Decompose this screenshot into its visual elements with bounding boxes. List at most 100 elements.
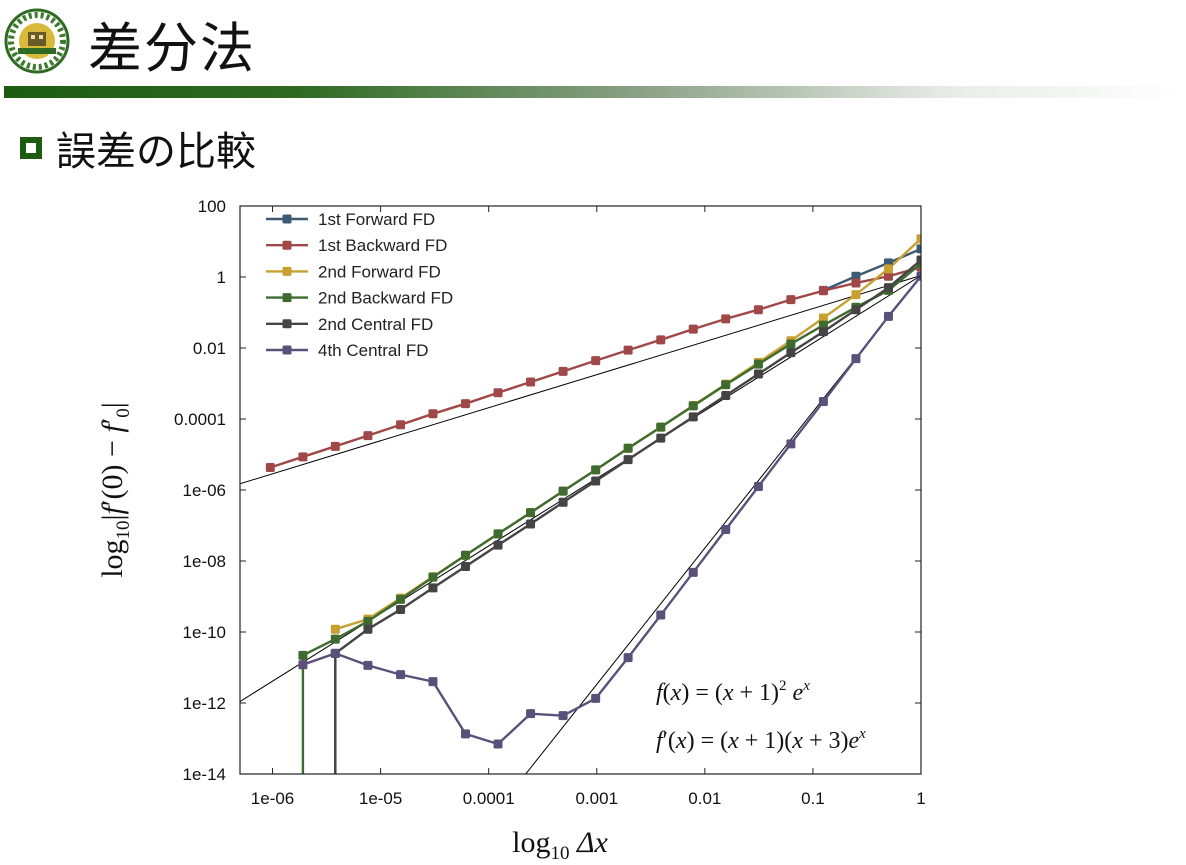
data-point-2nd-central-fd bbox=[786, 348, 796, 358]
reference-line-order-2 bbox=[240, 275, 921, 702]
data-point-1st-backward-fd bbox=[851, 278, 861, 288]
formula-fprime: f′(x) = (x + 1)(x + 3)ex bbox=[656, 726, 866, 754]
data-point-2nd-central-fd bbox=[363, 624, 373, 634]
data-point-2nd-central-fd bbox=[883, 283, 893, 293]
data-point-1st-backward-fd bbox=[526, 377, 536, 387]
data-point-4th-central-fd bbox=[883, 311, 893, 321]
data-point-2nd-forward-fd bbox=[916, 234, 921, 244]
data-point-4th-central-fd bbox=[526, 709, 536, 719]
legend-marker-2nd-backward-fd bbox=[282, 293, 292, 303]
y-tick-label: 1 bbox=[217, 268, 226, 287]
y-tick-label: 0.01 bbox=[193, 339, 226, 358]
data-point-4th-central-fd bbox=[396, 670, 406, 680]
reference-line-order-1 bbox=[240, 275, 921, 485]
data-point-1st-backward-fd bbox=[265, 463, 275, 473]
data-point-1st-backward-fd bbox=[786, 295, 796, 305]
data-point-2nd-backward-fd bbox=[656, 422, 666, 432]
data-point-4th-central-fd bbox=[851, 354, 861, 364]
data-point-4th-central-fd bbox=[298, 660, 308, 670]
data-point-1st-backward-fd bbox=[883, 271, 893, 281]
data-point-2nd-central-fd bbox=[493, 540, 503, 550]
y-tick-label: 100 bbox=[198, 197, 226, 216]
y-tick-label: 1e-06 bbox=[183, 481, 226, 500]
data-point-2nd-backward-fd bbox=[298, 650, 308, 660]
data-point-4th-central-fd bbox=[558, 711, 568, 721]
bullet-square-icon bbox=[20, 137, 42, 159]
data-point-1st-backward-fd bbox=[298, 452, 308, 462]
slide-title: 差分法 bbox=[88, 17, 256, 80]
data-point-4th-central-fd bbox=[753, 482, 763, 492]
data-point-2nd-central-fd bbox=[688, 412, 698, 422]
data-point-1st-backward-fd bbox=[818, 286, 828, 296]
data-point-4th-central-fd bbox=[656, 610, 666, 620]
data-point-4th-central-fd bbox=[721, 525, 731, 535]
data-point-2nd-central-fd bbox=[558, 497, 568, 507]
data-point-1st-backward-fd bbox=[493, 388, 503, 398]
data-point-1st-backward-fd bbox=[753, 305, 763, 315]
data-point-4th-central-fd bbox=[916, 271, 921, 281]
data-point-2nd-central-fd bbox=[753, 369, 763, 379]
x-tick-label: 0.1 bbox=[801, 789, 825, 808]
data-point-2nd-central-fd bbox=[591, 476, 601, 486]
data-point-1st-backward-fd bbox=[688, 324, 698, 334]
data-point-1st-backward-fd bbox=[721, 314, 731, 324]
data-point-1st-backward-fd bbox=[428, 409, 438, 419]
series-line-1st-forward-fd bbox=[822, 247, 921, 292]
y-axis-title: log10|f′(0) − f′0| bbox=[96, 402, 134, 578]
data-point-4th-central-fd bbox=[363, 660, 373, 670]
data-point-1st-backward-fd bbox=[460, 399, 470, 409]
data-point-2nd-forward-fd bbox=[818, 313, 828, 323]
legend-label-4th-central-fd: 4th Central FD bbox=[318, 341, 429, 360]
legend-marker-2nd-forward-fd bbox=[282, 266, 292, 276]
data-point-2nd-forward-fd bbox=[851, 290, 861, 300]
data-point-4th-central-fd bbox=[428, 677, 438, 687]
data-point-2nd-backward-fd bbox=[330, 634, 340, 644]
data-point-2nd-central-fd bbox=[460, 561, 470, 571]
data-point-2nd-backward-fd bbox=[396, 594, 406, 604]
data-point-2nd-backward-fd bbox=[591, 465, 601, 475]
formula-f: f(x) = (x + 1)2 ex bbox=[656, 678, 810, 706]
legend-marker-2nd-central-fd bbox=[282, 319, 292, 329]
data-point-2nd-backward-fd bbox=[460, 550, 470, 560]
data-point-2nd-backward-fd bbox=[786, 339, 796, 349]
data-point-4th-central-fd bbox=[623, 653, 633, 663]
x-tick-label: 1 bbox=[916, 789, 925, 808]
data-point-1st-forward-fd bbox=[916, 244, 921, 254]
data-point-2nd-backward-fd bbox=[753, 359, 763, 369]
data-point-2nd-backward-fd bbox=[721, 380, 731, 390]
data-point-4th-central-fd bbox=[493, 739, 503, 749]
data-point-1st-backward-fd bbox=[558, 366, 568, 376]
data-point-4th-central-fd bbox=[786, 439, 796, 449]
data-point-2nd-backward-fd bbox=[526, 508, 536, 518]
data-point-2nd-backward-fd bbox=[363, 616, 373, 626]
data-point-4th-central-fd bbox=[591, 693, 601, 703]
data-point-2nd-central-fd bbox=[656, 433, 666, 443]
bullet-heading: 誤差の比較 bbox=[20, 124, 256, 175]
x-tick-label: 0.0001 bbox=[463, 789, 515, 808]
data-point-1st-backward-fd bbox=[623, 345, 633, 355]
data-point-2nd-central-fd bbox=[721, 390, 731, 400]
data-point-4th-central-fd bbox=[460, 729, 470, 739]
y-tick-label: 1e-14 bbox=[183, 765, 226, 784]
x-tick-label: 1e-06 bbox=[251, 789, 294, 808]
data-point-2nd-backward-fd bbox=[428, 572, 438, 582]
x-tick-label: 1e-05 bbox=[359, 789, 402, 808]
data-point-1st-backward-fd bbox=[396, 420, 406, 430]
data-point-1st-backward-fd bbox=[363, 431, 373, 441]
data-point-2nd-forward-fd bbox=[883, 264, 893, 274]
x-tick-label: 0.001 bbox=[575, 789, 618, 808]
data-point-2nd-backward-fd bbox=[493, 529, 503, 539]
data-point-4th-central-fd bbox=[818, 397, 828, 407]
data-point-4th-central-fd bbox=[688, 567, 698, 577]
data-point-2nd-central-fd bbox=[623, 455, 633, 465]
data-point-2nd-forward-fd bbox=[330, 624, 340, 634]
data-point-2nd-backward-fd bbox=[623, 443, 633, 453]
y-tick-label: 1e-10 bbox=[183, 623, 226, 642]
x-axis-title: log10 Δx bbox=[512, 826, 608, 864]
legend-marker-4th-central-fd bbox=[282, 345, 292, 355]
legend-label-2nd-forward-fd: 2nd Forward FD bbox=[318, 262, 441, 281]
bullet-text: 誤差の比較 bbox=[56, 129, 256, 175]
university-logo bbox=[4, 8, 70, 74]
legend-label-1st-backward-fd: 1st Backward FD bbox=[318, 236, 447, 255]
